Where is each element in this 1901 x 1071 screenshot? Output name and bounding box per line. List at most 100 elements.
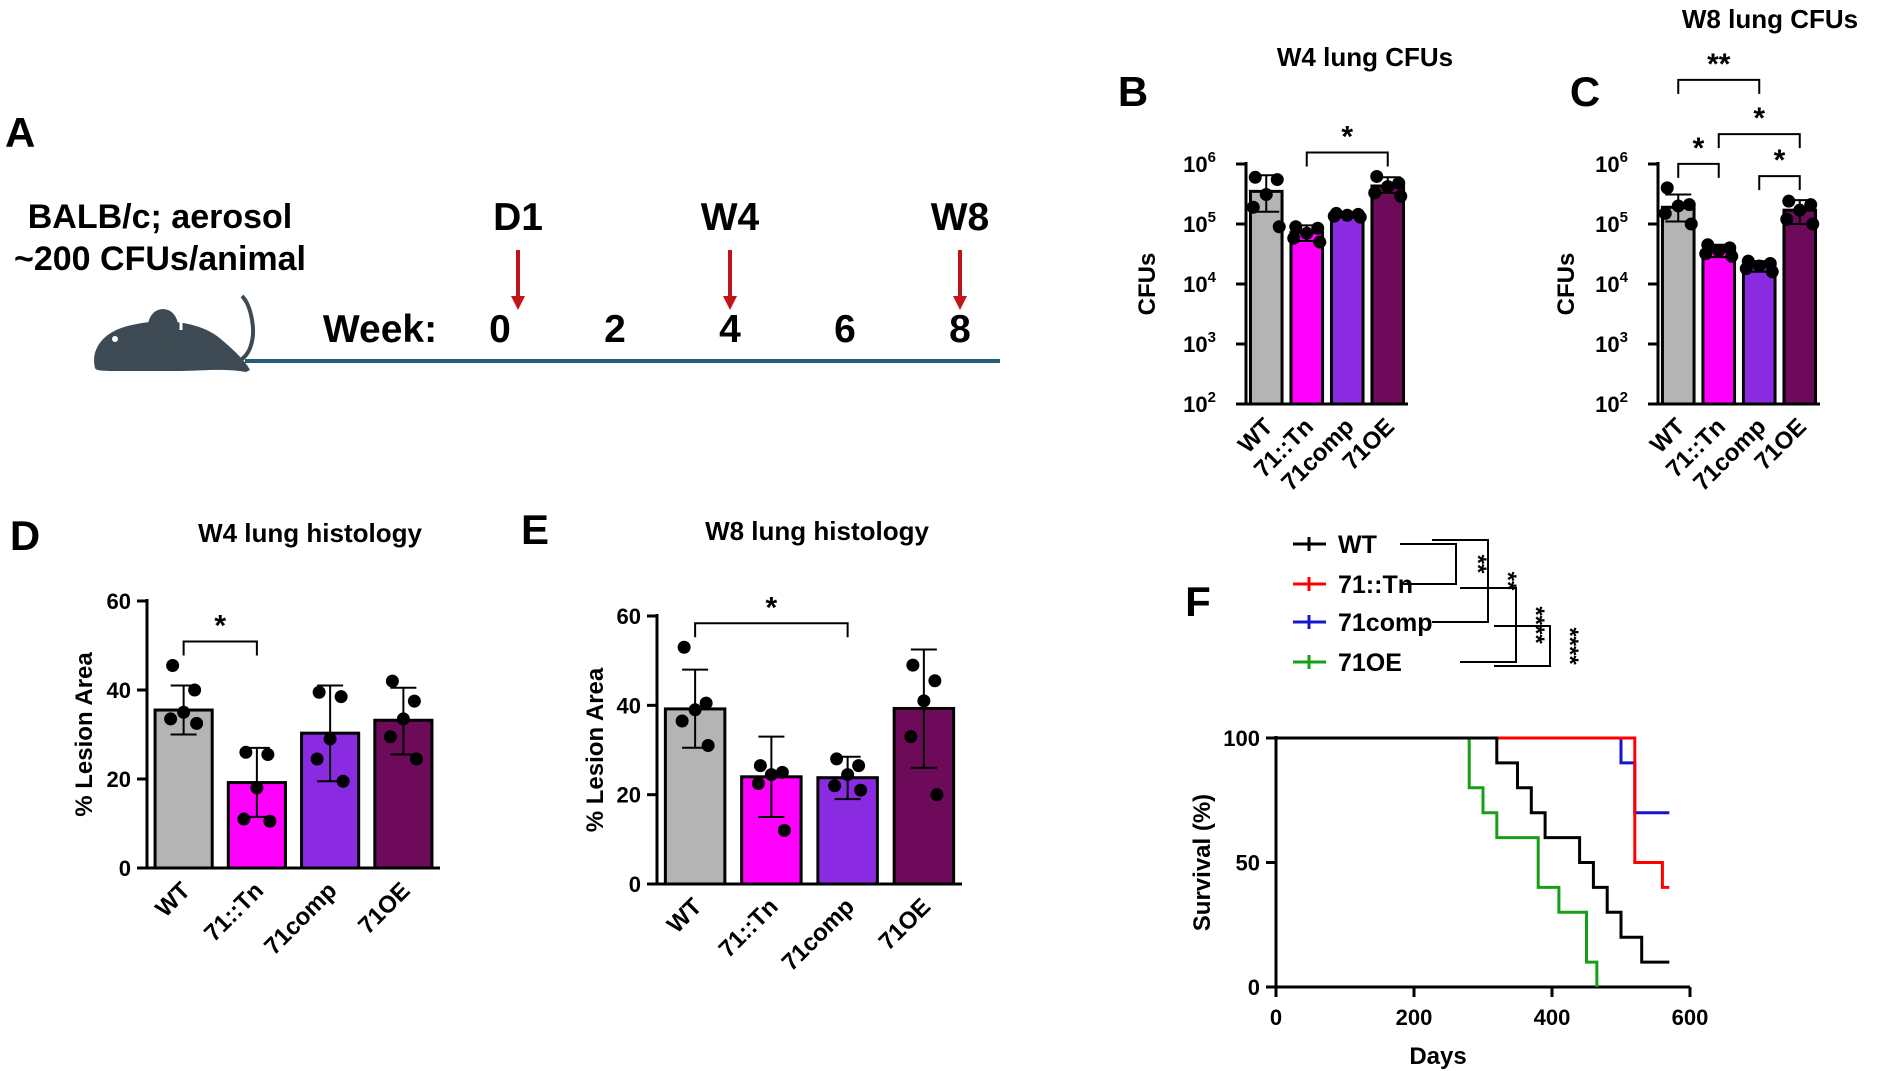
x-tick-label: 71comp [777,893,860,976]
week-tick-label: 0 [489,308,511,351]
data-point [1793,203,1807,217]
infection-dose-text: ~200 CFUs/animal [14,240,306,278]
y-axis-label: Survival (%) [1189,794,1216,931]
y-tick-exponent: 5 [1620,209,1628,226]
data-point [166,659,180,673]
week-tick-label: 2 [604,308,626,351]
panel-letter: F [1185,578,1211,625]
y-tick-exponent: 2 [1208,389,1216,406]
y-axis-label: CFUs [1134,253,1161,316]
data-point [263,814,277,828]
data-point [1660,181,1674,195]
significance-bracket [1758,175,1801,191]
panel-b-chart: BW4 lung CFUsCFUs102103104105106WT71::Tn… [1118,42,1453,496]
significance-label: * [214,610,226,643]
data-point [1765,265,1779,279]
data-point [190,716,204,730]
x-tick-label: WT [150,877,196,923]
y-tick-label: 102 [1183,389,1216,417]
data-point [777,823,791,837]
data-point [1682,198,1696,212]
chart-title: W4 lung histology [198,518,422,548]
data-point [828,779,842,793]
data-point [323,732,337,746]
data-point [1340,208,1354,222]
panel-letter: C [1570,68,1600,115]
data-point [312,685,326,699]
panel-a-timeline: A BALB/c; aerosol ~200 CFUs/animal Week:… [5,109,1000,372]
significance-bracket [1677,78,1761,94]
timepoint-label: W8 [931,196,990,239]
y-tick-label: 104 [1595,269,1628,297]
comparison-bracket [1432,539,1489,623]
significance-bracket [694,622,849,638]
data-point [1311,221,1325,235]
bar-71OE [1782,208,1818,406]
significance-label: ** [1707,48,1731,81]
week-label: Week: [323,308,437,351]
significance-label: * [1753,102,1765,135]
arrow-head-icon [953,296,967,310]
y-tick-label: 102 [1595,389,1628,417]
data-point [1287,231,1301,245]
data-point [385,674,399,688]
data-point [407,694,421,708]
data-point [775,765,789,779]
data-point [1782,194,1796,208]
data-point [1289,220,1303,234]
panel-d-chart: D W4 lung histology % Lesion Area 0 20 40 60 WT… [10,512,440,960]
panel-letter: E [521,506,549,553]
data-point [1739,262,1753,276]
significance-label: * [1774,144,1786,177]
data-point [677,640,691,654]
y-axis-label: % Lesion Area [582,667,609,832]
y-tick-label: 40 [107,678,131,703]
x-axis-label: Days [1409,1043,1466,1070]
y-axis-label: CFUs [1553,253,1580,316]
survival-curve-71OE [1276,736,1599,987]
y-tick-label: 40 [617,693,641,718]
chart-title: W4 lung CFUs [1277,42,1453,72]
data-point [764,768,778,782]
data-point [261,748,275,762]
y-tick-exponent: 6 [1208,149,1216,166]
data-point [310,752,324,766]
legend-label: 71OE [1338,649,1402,677]
y-tick-exponent: 4 [1208,269,1217,286]
panel-a-letter: A [5,109,35,156]
survival-curve-WT [1276,736,1670,964]
data-point [753,759,767,773]
panel-e-chart: E W8 lung histology % Lesion Area 0 20 40 60 WT… [521,506,962,976]
y-tick-exponent: 6 [1620,149,1628,166]
bar-WT [1660,205,1696,406]
data-point [177,705,191,719]
data-point [1684,217,1698,231]
week-tick-label: 8 [949,308,971,351]
data-point [699,696,713,710]
y-tick-label: 20 [107,767,131,792]
legend-label: 71comp [1338,609,1432,637]
comparison-bracket [1400,543,1457,585]
x-tick-label: 200 [1396,1005,1433,1030]
data-point [188,683,202,697]
x-tick-label: 71OE [874,893,936,955]
bar-71comp [1741,264,1777,406]
significance-bracket [1305,151,1389,167]
y-tick-label: 100 [1223,726,1260,751]
x-tick-label: 600 [1672,1005,1709,1030]
y-tick-label: 103 [1595,329,1628,357]
data-point [1671,199,1685,213]
data-point [1248,170,1262,184]
significance-label: * [766,591,778,624]
data-point [1272,220,1286,234]
data-point [1368,186,1382,200]
data-point [409,752,423,766]
data-point [1392,176,1406,190]
data-point [336,774,350,788]
y-axis-label: % Lesion Area [71,652,98,817]
y-tick-label: 105 [1183,209,1216,237]
data-point [1712,244,1726,258]
x-tick-label: WT [662,893,708,939]
data-point [1804,198,1818,212]
